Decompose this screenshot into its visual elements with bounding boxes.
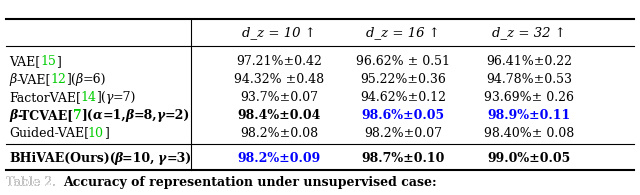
- Text: ](: ](: [81, 109, 93, 122]
- Text: -TCVAE[: -TCVAE[: [18, 109, 74, 122]
- Text: d_z = 32 ↑: d_z = 32 ↑: [492, 27, 566, 40]
- Text: β: β: [76, 73, 83, 86]
- Text: 98.7%±0.10: 98.7%±0.10: [362, 152, 445, 165]
- Text: 94.32% ±0.48: 94.32% ±0.48: [234, 73, 324, 86]
- Text: Accuracy of representation under unsupervised case:: Accuracy of representation under unsuper…: [63, 176, 437, 189]
- Text: 98.2%±0.07: 98.2%±0.07: [364, 127, 442, 140]
- Text: d_z = 16 ↑: d_z = 16 ↑: [367, 27, 440, 40]
- Text: 98.2%±0.08: 98.2%±0.08: [240, 127, 318, 140]
- Text: α: α: [93, 109, 102, 122]
- Text: γ: γ: [157, 109, 165, 122]
- Text: =2): =2): [164, 109, 190, 122]
- Text: β: β: [114, 152, 122, 165]
- Text: β: β: [10, 109, 18, 122]
- Text: Table 2.: Table 2.: [6, 176, 65, 189]
- Text: Guided-VAE[: Guided-VAE[: [10, 127, 90, 140]
- Text: VAE[: VAE[: [10, 55, 41, 68]
- Text: 15: 15: [40, 55, 56, 68]
- Text: 98.4%±0.04: 98.4%±0.04: [237, 109, 321, 122]
- Text: FactorVAE[: FactorVAE[: [10, 91, 81, 104]
- Text: 96.41%±0.22: 96.41%±0.22: [486, 55, 572, 68]
- Text: γ: γ: [106, 91, 113, 104]
- Text: ]: ]: [104, 127, 109, 140]
- Text: 95.22%±0.36: 95.22%±0.36: [360, 73, 446, 86]
- Text: -VAE[: -VAE[: [17, 73, 51, 86]
- Text: 98.40%± 0.08: 98.40%± 0.08: [484, 127, 574, 140]
- Text: ](: ](: [95, 91, 106, 104]
- Text: Table 2.: Table 2.: [6, 176, 65, 189]
- Text: 93.69%± 0.26: 93.69%± 0.26: [484, 91, 574, 104]
- Text: =10,: =10,: [122, 152, 159, 165]
- Text: =6): =6): [83, 73, 106, 86]
- Text: 93.7%±0.07: 93.7%±0.07: [240, 91, 318, 104]
- Text: 7: 7: [72, 109, 81, 122]
- Text: 94.62%±0.12: 94.62%±0.12: [360, 91, 447, 104]
- Text: 98.2%±0.09: 98.2%±0.09: [237, 152, 321, 165]
- Text: BHiVAE(Ours)(: BHiVAE(Ours)(: [10, 152, 116, 165]
- Text: β: β: [10, 73, 17, 86]
- Text: d_z = 10 ↑: d_z = 10 ↑: [243, 27, 316, 40]
- Text: ](: ](: [66, 73, 76, 86]
- Text: 97.21%±0.42: 97.21%±0.42: [236, 55, 322, 68]
- Text: 10: 10: [88, 127, 104, 140]
- Text: 94.78%±0.53: 94.78%±0.53: [486, 73, 572, 86]
- Text: γ: γ: [158, 152, 166, 165]
- Text: 98.6%±0.05: 98.6%±0.05: [362, 109, 445, 122]
- Text: 14: 14: [80, 91, 96, 104]
- Text: 99.0%±0.05: 99.0%±0.05: [487, 152, 570, 165]
- Text: =3): =3): [166, 152, 191, 165]
- Text: =7): =7): [113, 91, 136, 104]
- Text: β: β: [125, 109, 134, 122]
- Text: 96.62% ± 0.51: 96.62% ± 0.51: [356, 55, 451, 68]
- Text: =8,: =8,: [134, 109, 157, 122]
- Text: 98.9%±0.11: 98.9%±0.11: [487, 109, 570, 122]
- Text: ]: ]: [56, 55, 60, 68]
- Text: 12: 12: [51, 73, 66, 86]
- Text: =1,: =1,: [102, 109, 126, 122]
